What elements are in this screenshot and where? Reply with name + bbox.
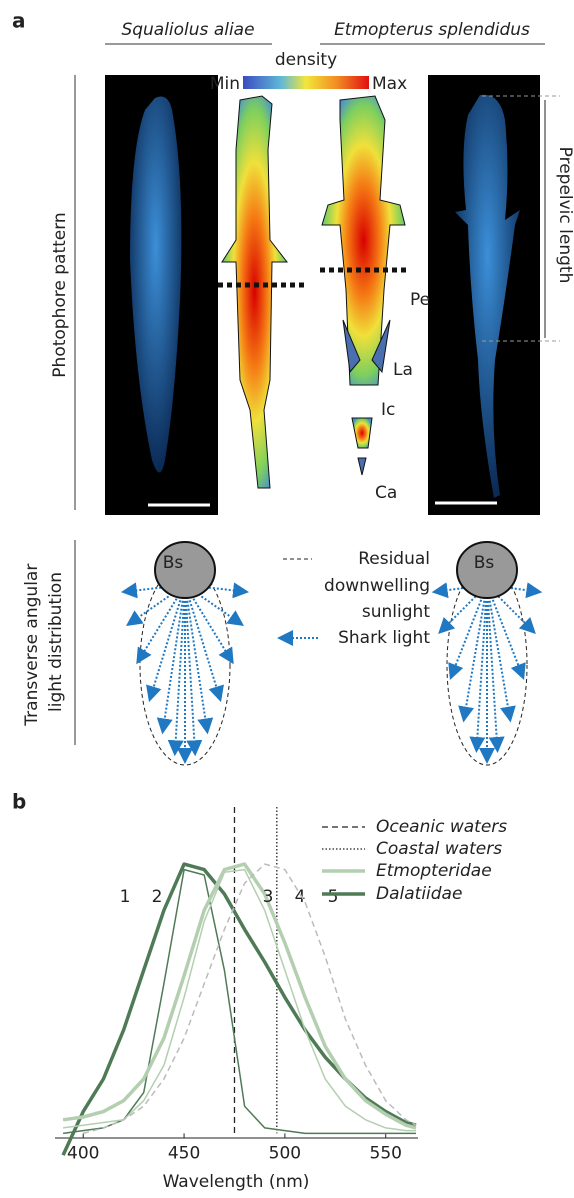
light-fans: [120, 582, 543, 764]
light-ray: [146, 584, 186, 703]
light-ray: [184, 584, 203, 757]
light-ray: [184, 584, 214, 735]
x-tick-label: 400: [67, 1143, 99, 1163]
curve-label: 1: [120, 887, 131, 907]
legend-text: Oceanic waters: [376, 817, 507, 837]
curve-label: 5: [328, 887, 339, 907]
annotation: Ca: [375, 483, 397, 503]
species-name: Etmopterus splendidus: [334, 20, 530, 40]
legend-text: sunlight: [362, 602, 430, 622]
panel-label: b: [12, 790, 26, 814]
colorbar-min: Min: [210, 74, 240, 94]
fins: [342, 319, 391, 476]
row-label-line: Transverse angular: [22, 564, 42, 727]
annotation: Prepelvic length: [555, 147, 574, 284]
light-ray: [156, 584, 186, 735]
light-ray: [486, 584, 505, 753]
x-axis-title: Wavelength (nm): [163, 1172, 310, 1192]
row-label: Photophore pattern: [50, 212, 70, 377]
shark-photo: [130, 96, 182, 473]
spectrum-line: [62, 862, 417, 1130]
light-ray: [184, 584, 245, 626]
light-ray: [125, 584, 186, 626]
colorbar-title: density: [275, 50, 337, 70]
x-tick-label: 550: [370, 1143, 402, 1163]
density-map: [321, 95, 406, 386]
row-label-line: light distribution: [46, 572, 66, 712]
legend-text: Dalatiidae: [376, 884, 462, 904]
light-ray: [458, 584, 488, 723]
panel-label: a: [12, 9, 26, 33]
colorbar: [243, 76, 369, 89]
legend-text: Coastal waters: [376, 839, 502, 859]
x-tick-label: 500: [269, 1143, 301, 1163]
annotation: Pe: [410, 290, 430, 310]
shark-photo: [455, 94, 520, 498]
curve-label: 3: [263, 887, 274, 907]
x-tick-label: 450: [168, 1143, 200, 1163]
head: [154, 541, 216, 599]
light-ray: [469, 584, 488, 753]
curve-label: 4: [295, 887, 306, 907]
species-name: Squaliolus aliae: [121, 20, 254, 40]
light-ray: [184, 584, 224, 703]
spectrum-line: [63, 868, 416, 1132]
annotation: Bs: [163, 553, 184, 573]
density-map: [221, 95, 289, 489]
colorbar-max: Max: [372, 74, 407, 94]
annotation: Ic: [381, 400, 395, 420]
spectrum-line: [83, 863, 417, 1135]
spectrum-line: [61, 862, 417, 1156]
row-label: Transverse angular light distribution: [22, 558, 66, 726]
legend-text: Etmopteridae: [376, 861, 492, 881]
legend-text: downwelling: [324, 576, 430, 596]
head: [456, 541, 518, 599]
annotation: Bs: [474, 553, 495, 573]
curve-label: 2: [152, 887, 163, 907]
annotation: La: [393, 360, 413, 380]
light-ray: [486, 584, 516, 723]
legend-text: Shark light: [338, 628, 430, 648]
legend-text: Residual: [358, 549, 430, 569]
light-ray: [167, 584, 186, 757]
density-map: [351, 417, 373, 449]
